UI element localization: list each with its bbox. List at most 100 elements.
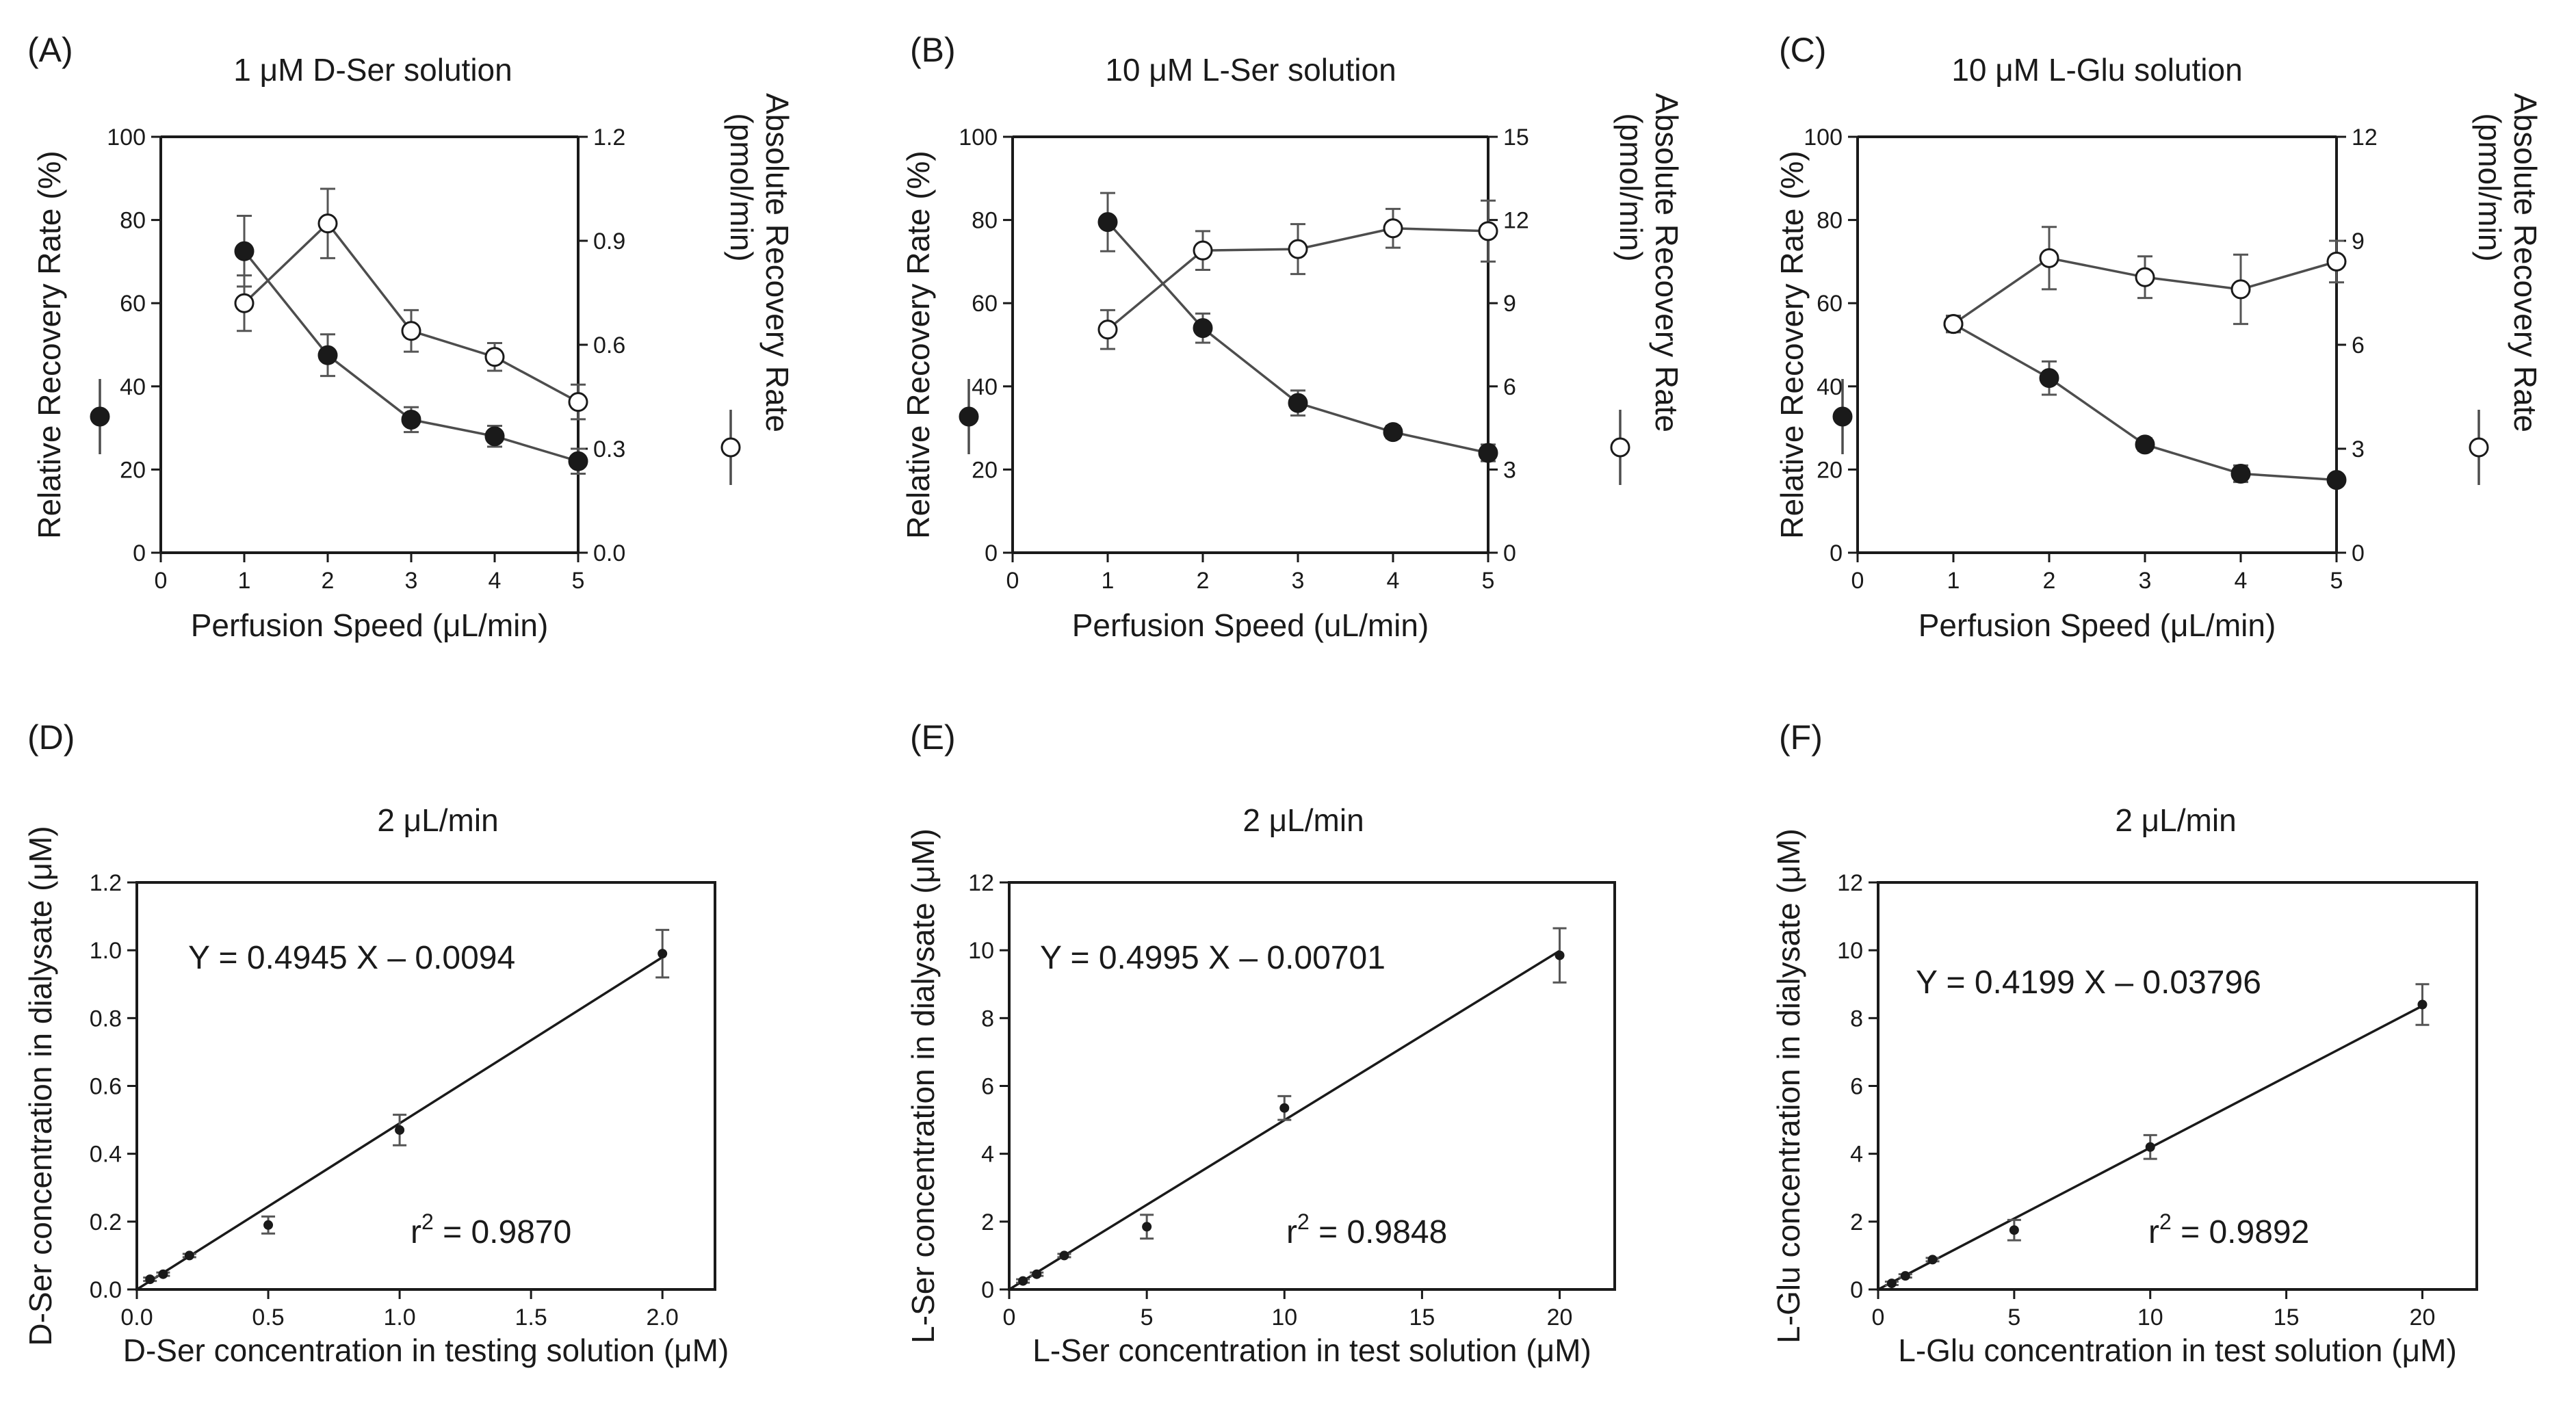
r-squared-value: = 0.9848 [1310,1214,1448,1250]
data-point [1059,1250,1069,1261]
data-point-relative [2039,368,2059,389]
r-symbol: r [2148,1214,2159,1250]
x-tick-label: 20 [1547,1304,1573,1330]
y-tick-label: 0.0 [90,1277,122,1303]
y2-tick-label: 9 [2352,228,2365,254]
r-squared-label: r2 = 0.9892 [2148,1209,2309,1250]
x-tick-label: 5 [572,568,585,594]
x-tick-label: 4 [2235,568,2248,594]
chart-panel-a: (A) 1 μM D-Ser solution 0 1 2 3 4 5 0 20 40 60 80 100… [27,31,795,643]
y2-tick-label: 0.9 [593,228,625,254]
data-point-absolute [401,321,421,341]
data-point-relative [2135,434,2155,455]
x-tick-label: 0.0 [120,1304,153,1330]
chart-panel-d: (D) 2 μL/min 0.0 0.5 1.0 1.5 2.0 0.0 0.2 0.4 0.6 0.… [23,718,729,1368]
panel-letter: (D) [27,718,75,757]
r-superscript: 2 [2159,1209,2172,1234]
y-tick-label: 0.2 [90,1209,122,1235]
legend-marker-open [2469,437,2489,458]
data-point [395,1125,405,1135]
chart-title: 2 μL/min [1243,802,1364,838]
y-tick-label: 6 [1850,1074,1863,1100]
x-tick-label: 0 [155,568,168,594]
y-tick-label: 8 [1850,1006,1863,1032]
y-tick-label: 0.4 [90,1142,122,1168]
y2-tick-label: 0.3 [593,436,625,462]
data-point [1032,1269,1042,1279]
data-point [1018,1276,1028,1286]
y2-tick-label: 0.6 [593,332,625,358]
r-squared-label: r2 = 0.9870 [411,1209,571,1250]
panel-letter: (C) [1779,31,1826,69]
panel-letter: (E) [910,718,956,757]
y-tick-label: 2 [1850,1209,1863,1235]
y-tick-label: 80 [972,208,998,234]
data-point-relative [234,241,255,261]
y-tick-label: 80 [120,208,146,234]
data-point-relative [484,426,505,447]
chart-panel-e: (E) 2 μL/min 0 5 10 15 20 0 2 4 6 8 10 12 L-Ser concen… [905,718,1616,1368]
x-axis-label: D-Ser concentration in testing solution … [123,1333,729,1368]
y2-tick-label: 6 [2352,332,2365,358]
data-point-absolute [1478,221,1498,241]
regression-equation: Y = 0.4945 X – 0.0094 [188,940,515,976]
data-point-absolute [1193,240,1213,261]
y-tick-label: 100 [959,124,998,150]
data-point-absolute [2326,251,2347,272]
y-tick-label: 1.0 [90,938,122,964]
x-tick-label: 15 [1409,1304,1435,1330]
y-tick-label: 0 [1850,1277,1863,1303]
x-axis-label: Perfusion Speed (uL/min) [1072,607,1429,643]
y-tick-label: 4 [1850,1142,1863,1168]
y2-tick-label: 0 [1503,540,1516,566]
x-tick-label: 5 [1141,1304,1154,1330]
y2-axis-label: Absolute Recovery Rate [1649,93,1684,432]
y-tick-label: 0.8 [90,1006,122,1032]
data-point [2009,1225,2019,1235]
r-symbol: r [1286,1214,1297,1250]
x-tick-label: 3 [1292,568,1305,594]
x-axis-label: L-Glu concentration in test solution (μM… [1898,1333,2457,1368]
y-tick-label: 40 [120,374,146,400]
y2-axis-label: Absolute Recovery Rate [2508,93,2543,432]
data-point-relative [1478,443,1498,463]
y-tick-label: 0.6 [90,1074,122,1100]
data-point-relative [1193,318,1213,339]
data-point-absolute [1097,319,1118,340]
data-point [2417,999,2428,1010]
data-point-absolute [2135,267,2155,287]
x-tick-label: 1 [1102,568,1115,594]
y-tick-label: 20 [972,457,998,483]
y2-tick-label: 12 [2352,124,2378,150]
x-tick-label: 10 [1271,1304,1297,1330]
y-tick-label: 2 [981,1209,994,1235]
data-point-relative [568,451,588,471]
x-tick-label: 1 [238,568,251,594]
x-tick-label: 20 [2410,1304,2436,1330]
data-point [1900,1271,1910,1281]
y-tick-label: 6 [981,1074,994,1100]
y-tick-label: 40 [972,374,998,400]
y2-tick-label: 9 [1503,291,1516,317]
x-tick-label: 0 [1006,568,1019,594]
x-axis-label: Perfusion Speed (μL/min) [191,607,549,643]
y-tick-label: 4 [981,1142,994,1168]
data-point [158,1269,168,1279]
y-tick-label: 0 [985,540,998,566]
data-point-absolute [2039,248,2059,268]
y-axis-label: L-Glu concentration in dialysate (μM) [1771,828,1806,1343]
y-tick-label: 40 [1817,374,1843,400]
x-tick-label: 0 [1003,1304,1016,1330]
y-axis-label: Relative Recovery Rate (%) [900,150,936,539]
x-tick-label: 2 [1197,568,1210,594]
y-tick-label: 60 [120,291,146,317]
y2-tick-label: 3 [2352,436,2365,462]
data-point-relative [317,345,338,365]
y2-axis-unit: (pmol/min) [2472,113,2508,261]
chart-title: 2 μL/min [2115,802,2236,838]
data-point [1142,1222,1152,1232]
r-squared-label: r2 = 0.9848 [1286,1209,1447,1250]
panel-letter: (B) [910,31,956,69]
y-tick-label: 10 [968,938,994,964]
